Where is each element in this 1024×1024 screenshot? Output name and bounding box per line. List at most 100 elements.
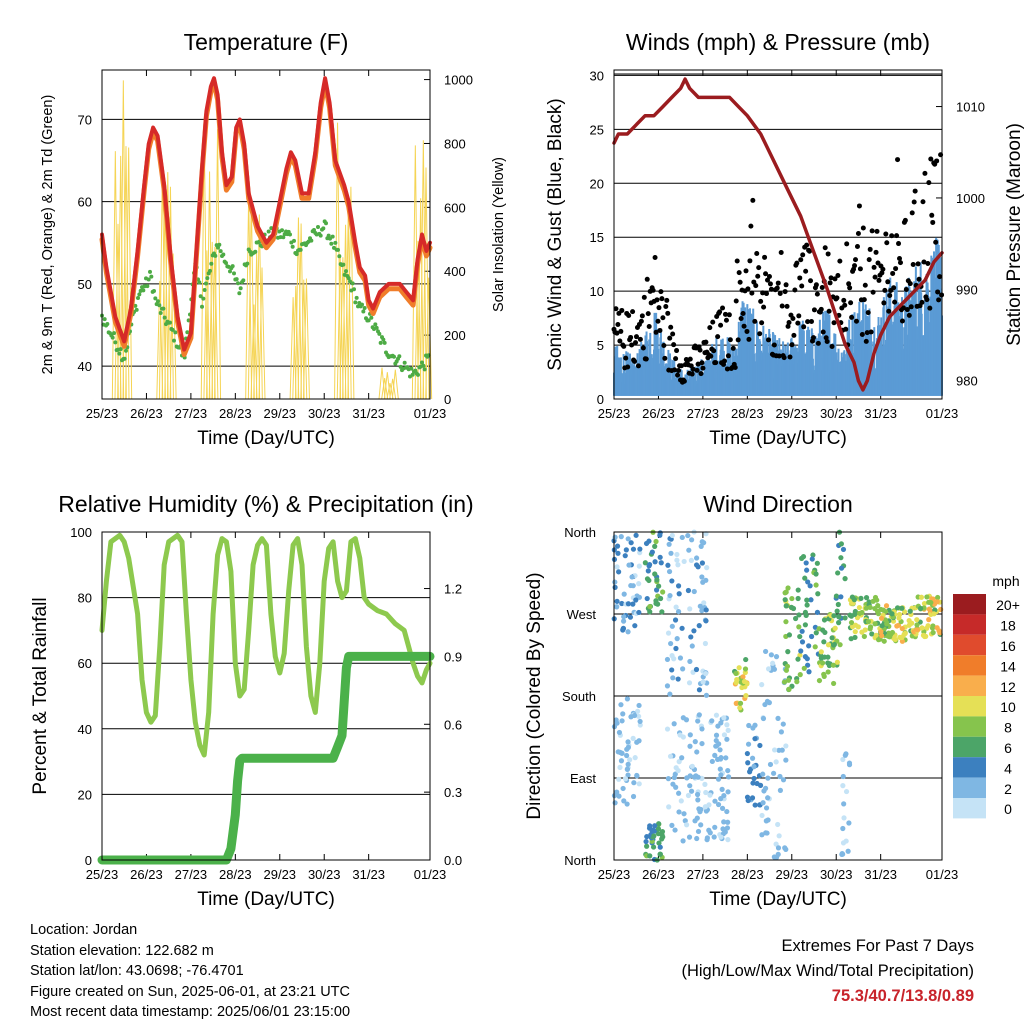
y-axis-label: Sonic Wind & Gust (Blue, Black) <box>545 98 566 370</box>
dewpoint-point <box>153 296 158 301</box>
direction-point <box>839 851 845 858</box>
gust-point <box>846 281 852 287</box>
gust-point <box>847 285 853 291</box>
direction-point <box>865 619 872 625</box>
direction-point <box>775 851 781 857</box>
legend-label: 20+ <box>996 597 1020 613</box>
gust-point <box>887 292 893 298</box>
direction-point <box>863 595 870 601</box>
direction-point <box>657 532 663 538</box>
direction-point <box>799 628 805 634</box>
y-right-tick-label: 1.2 <box>444 582 462 597</box>
dewpoint-point <box>346 276 351 281</box>
direction-point <box>616 569 622 575</box>
dewpoint-point <box>102 317 107 322</box>
gust-point <box>675 372 681 378</box>
direction-point <box>920 632 927 638</box>
gust-point <box>730 345 736 351</box>
dewpoint-point <box>294 252 299 257</box>
gust-point <box>744 328 750 334</box>
dewpoint-point <box>266 229 271 234</box>
station-location: Location: Jordan <box>30 922 138 938</box>
direction-point <box>667 592 673 599</box>
direction-point <box>647 823 653 829</box>
direction-point <box>765 817 771 823</box>
gust-point <box>864 330 870 336</box>
gust-point <box>695 361 701 367</box>
y-tick-label: 100 <box>70 525 92 540</box>
y-right-tick-label: 990 <box>956 282 978 297</box>
direction-point <box>664 656 671 663</box>
direction-point <box>795 587 801 593</box>
direction-point <box>675 676 681 682</box>
direction-point <box>820 627 826 633</box>
direction-point <box>892 636 898 642</box>
dewpoint-point <box>236 281 240 286</box>
direction-point <box>676 591 682 597</box>
dewpoint-point <box>330 234 335 239</box>
x-tick-label: 27/23 <box>687 867 720 882</box>
dewpoint-point <box>381 337 386 342</box>
direction-point <box>812 644 818 650</box>
extremes-values: 75.3/40.7/13.8/0.89 <box>831 987 974 1005</box>
direction-point <box>687 732 693 738</box>
direction-point <box>658 560 664 566</box>
direction-point <box>630 793 637 800</box>
direction-point <box>782 597 788 603</box>
gust-point <box>758 298 764 304</box>
direction-point <box>703 692 710 698</box>
direction-point <box>796 612 802 618</box>
legend-label: 10 <box>1000 699 1016 715</box>
gust-point <box>860 225 866 231</box>
gust-point <box>656 305 662 311</box>
solar-spike <box>336 254 344 400</box>
y-right-tick-label: 400 <box>444 264 466 279</box>
gust-point <box>900 305 906 311</box>
y-right-tick-label: 0.6 <box>444 717 462 732</box>
direction-point <box>726 774 732 780</box>
solar-spike <box>386 383 394 400</box>
direction-point <box>692 739 698 745</box>
direction-point <box>666 568 673 575</box>
solar-spike <box>411 145 419 400</box>
direction-point <box>935 594 941 601</box>
direction-point <box>789 595 795 602</box>
x-tick-label: 27/23 <box>175 406 208 421</box>
solar-spike <box>211 246 219 400</box>
direction-point <box>691 588 697 595</box>
gust-point <box>881 300 887 306</box>
gust-point <box>820 329 826 335</box>
gust-point <box>906 312 912 318</box>
dewpoint-point <box>341 262 346 267</box>
direction-point <box>618 534 624 540</box>
direction-point <box>797 672 803 678</box>
direction-point <box>773 654 780 660</box>
gust-point <box>615 321 621 327</box>
x-tick-label: 01/23 <box>414 406 447 421</box>
direction-point <box>675 608 682 615</box>
y-tick-label: 0 <box>85 853 92 868</box>
gust-point <box>667 335 673 341</box>
direction-point <box>625 536 631 542</box>
extremes-title: Extremes For Past 7 Days <box>781 937 974 955</box>
legend-label: 2 <box>1004 781 1012 797</box>
direction-point <box>636 581 642 587</box>
legend-swatch <box>953 614 986 635</box>
direction-point <box>760 800 766 806</box>
direction-point <box>802 575 808 581</box>
gust-point <box>635 363 641 369</box>
gust-point <box>762 254 768 260</box>
gust-point <box>825 251 831 257</box>
gust-point <box>790 315 796 321</box>
solar-spike <box>292 286 300 400</box>
gust-point <box>899 318 905 324</box>
direction-point <box>838 565 845 571</box>
direction-point <box>694 791 701 798</box>
direction-point <box>836 620 842 626</box>
legend-swatch <box>953 757 986 778</box>
direction-point <box>783 743 789 749</box>
gust-point <box>786 320 792 326</box>
dewpoint-point <box>382 340 387 345</box>
direction-point <box>695 564 701 570</box>
direction-point <box>897 634 903 640</box>
